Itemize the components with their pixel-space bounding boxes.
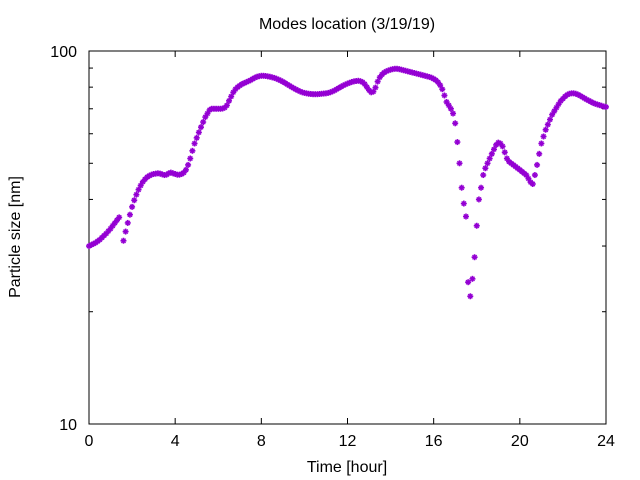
data-point — [499, 143, 506, 150]
data-point — [482, 165, 489, 172]
data-point — [536, 150, 543, 157]
x-axis-label: Time [hour] — [307, 459, 387, 476]
data-point — [185, 161, 192, 168]
data-point — [131, 197, 138, 204]
data-point — [456, 160, 463, 167]
data-point — [467, 293, 474, 300]
y-axis-label: Particle size [nm] — [7, 176, 24, 298]
x-tick-label: 20 — [511, 433, 529, 450]
x-axis-ticks: 0 4 8 12 16 20 24 — [85, 51, 615, 450]
data-point — [529, 180, 536, 187]
data-point — [471, 254, 478, 261]
data-point — [223, 102, 230, 109]
data-point — [484, 160, 491, 167]
data-point — [441, 92, 448, 99]
data-point — [460, 200, 467, 207]
data-point — [531, 172, 538, 179]
data-point — [363, 84, 370, 91]
data-point — [124, 219, 131, 226]
data-point — [538, 140, 545, 147]
data-point — [458, 184, 465, 191]
data-point — [540, 133, 547, 140]
data-point — [544, 121, 551, 128]
data-point — [450, 110, 457, 117]
data-point — [187, 155, 194, 162]
data-point — [555, 101, 562, 108]
x-tick-label: 12 — [339, 433, 357, 450]
data-point — [439, 86, 446, 93]
plot-frame — [88, 50, 607, 425]
data-series — [86, 65, 609, 300]
data-point — [195, 129, 202, 136]
data-point — [473, 222, 480, 229]
data-point — [454, 139, 461, 146]
data-point — [182, 166, 189, 173]
data-point — [486, 155, 493, 162]
data-point — [501, 149, 508, 156]
data-point — [478, 184, 485, 191]
data-point — [120, 237, 127, 244]
data-point — [116, 214, 123, 221]
data-point — [226, 97, 233, 104]
data-point — [126, 211, 133, 218]
data-point — [534, 161, 541, 168]
x-tick-label: 4 — [171, 433, 180, 450]
data-point — [475, 196, 482, 203]
data-point — [469, 275, 476, 282]
data-point — [603, 103, 609, 110]
data-point — [129, 203, 136, 210]
data-point — [546, 116, 553, 123]
x-tick-label: 24 — [597, 433, 615, 450]
y-axis-ticks: 10 100 — [50, 44, 606, 434]
data-point — [462, 213, 469, 220]
data-point — [542, 126, 549, 133]
x-tick-label: 8 — [257, 433, 266, 450]
data-point — [447, 105, 454, 112]
y-tick-label: 100 — [50, 44, 77, 61]
y-tick-label: 10 — [59, 417, 77, 434]
data-point — [189, 147, 196, 154]
data-point — [193, 134, 200, 141]
data-point — [133, 191, 140, 198]
data-point — [200, 119, 207, 126]
x-tick-label: 16 — [425, 433, 443, 450]
data-point — [452, 120, 459, 127]
data-point — [372, 84, 379, 91]
data-point — [198, 124, 205, 131]
data-point — [465, 279, 472, 286]
x-tick-label: 0 — [85, 433, 94, 450]
data-point — [488, 150, 495, 157]
data-point — [480, 172, 487, 179]
data-point — [249, 75, 256, 82]
data-point — [122, 228, 129, 235]
data-point — [191, 140, 198, 147]
chart-title: Modes location (3/19/19) — [259, 16, 435, 33]
